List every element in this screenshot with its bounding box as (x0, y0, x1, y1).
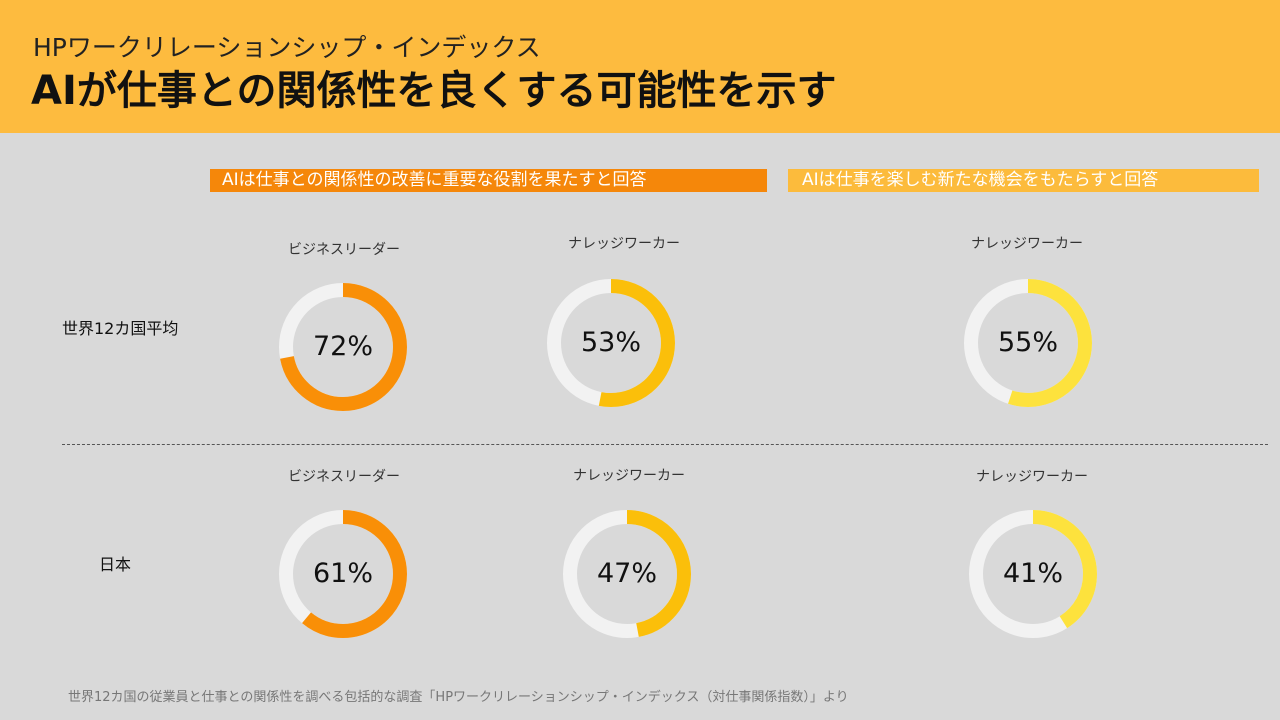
donut-value-arc (279, 283, 407, 411)
donut-value-label: 72% (312, 331, 373, 362)
column-label-knowledge-worker-global: ナレッジワーカー (568, 236, 680, 252)
column-label-knowledge-worker-japan-enjoy: ナレッジワーカー (976, 469, 1088, 485)
group-label-relationship: AIは仕事との関係性の改善に重要な役割を果たすと回答 (210, 169, 767, 192)
donut-japan-business-leader: 61% (273, 504, 413, 644)
page-title: AIが仕事との関係性を良くする可能性を示す (31, 68, 837, 114)
donut-global-business-leader: 72% (273, 277, 413, 417)
donut-value-arc (969, 510, 1097, 638)
donut-value-label: 55% (997, 327, 1058, 358)
donut-ring-svg (964, 279, 1092, 407)
column-label-business-leader-global: ビジネスリーダー (288, 242, 400, 258)
donut-value-label: 61% (312, 558, 373, 589)
donut-global-knowledge-worker-enjoy: 55% (958, 273, 1098, 413)
donut-value-label: 41% (1002, 558, 1063, 589)
donut-ring-svg (279, 283, 407, 411)
column-label-knowledge-worker-global-enjoy: ナレッジワーカー (971, 236, 1083, 252)
row-label-japan: 日本 (99, 555, 132, 574)
donut-value-label: 53% (580, 327, 641, 358)
donut-ring-svg (563, 510, 691, 638)
column-label-business-leader-japan: ビジネスリーダー (288, 469, 400, 485)
source-footnote: 世界12カ国の従業員と仕事との関係性を調べる包括的な調査「HPワークリレーション… (68, 690, 849, 705)
page-subtitle: HPワークリレーションシップ・インデックス (33, 33, 541, 62)
header-banner: HPワークリレーションシップ・インデックス AIが仕事との関係性を良くする可能性… (0, 0, 1280, 133)
donut-japan-knowledge-worker: 47% (557, 504, 697, 644)
donut-ring-svg (279, 510, 407, 638)
donut-value-label: 47% (596, 558, 657, 589)
group-label-enjoyment: AIは仕事を楽しむ新たな機会をもたらすと回答 (788, 169, 1259, 192)
donut-value-arc (279, 510, 407, 638)
row-label-global-average: 世界12カ国平均 (62, 319, 179, 338)
donut-value-arc (964, 279, 1092, 407)
donut-japan-knowledge-worker-enjoy: 41% (963, 504, 1103, 644)
column-label-knowledge-worker-japan: ナレッジワーカー (573, 468, 685, 484)
row-divider (62, 444, 1268, 445)
donut-ring-svg (969, 510, 1097, 638)
donut-value-arc (563, 510, 691, 638)
donut-value-arc (547, 279, 675, 407)
donut-global-knowledge-worker: 53% (541, 273, 681, 413)
donut-ring-svg (547, 279, 675, 407)
